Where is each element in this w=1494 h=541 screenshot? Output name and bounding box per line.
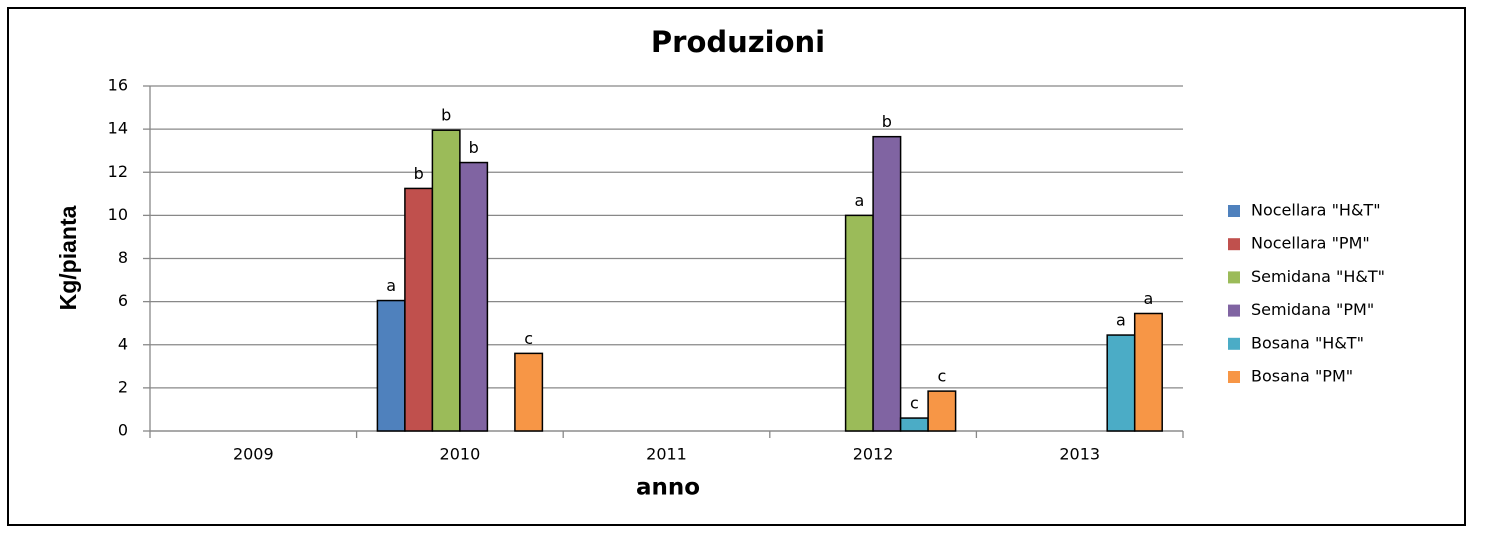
bar bbox=[844, 214, 874, 432]
x-tick-label: 2010 bbox=[440, 445, 481, 464]
bar bbox=[1106, 334, 1136, 432]
significance-letter: b bbox=[469, 138, 479, 157]
y-tick-label: 0 bbox=[118, 421, 128, 440]
chart-frame bbox=[7, 7, 1466, 526]
significance-letter: c bbox=[937, 367, 946, 386]
legend-label: Bosana "H&T" bbox=[1251, 333, 1364, 352]
chart-title: Produzioni bbox=[651, 25, 825, 59]
bar bbox=[459, 161, 489, 432]
legend-swatch bbox=[1228, 304, 1240, 317]
y-tick-label: 10 bbox=[108, 205, 128, 224]
y-tick-label: 2 bbox=[118, 377, 128, 396]
y-tick-label: 16 bbox=[108, 76, 128, 95]
y-axis-label: Kg/pianta bbox=[55, 205, 81, 310]
significance-letter: c bbox=[910, 394, 919, 413]
significance-letter: b bbox=[882, 112, 892, 131]
y-tick-label: 12 bbox=[108, 162, 128, 181]
significance-letter: c bbox=[524, 329, 533, 348]
x-tick-label: 2009 bbox=[233, 445, 274, 464]
bar bbox=[431, 129, 461, 432]
bar bbox=[927, 390, 957, 432]
legend-swatch bbox=[1228, 271, 1240, 284]
bar bbox=[1133, 312, 1163, 432]
significance-letter: a bbox=[1116, 311, 1126, 330]
legend-label: Nocellara "PM" bbox=[1251, 234, 1370, 253]
x-tick-label: 2013 bbox=[1059, 445, 1100, 464]
legend-label: Bosana "PM" bbox=[1251, 367, 1353, 386]
significance-letter: a bbox=[1144, 289, 1154, 308]
x-tick-label: 2011 bbox=[646, 445, 687, 464]
legend-swatch bbox=[1228, 371, 1240, 383]
legend-swatch bbox=[1228, 337, 1240, 350]
y-tick-label: 6 bbox=[118, 291, 128, 310]
y-tick-label: 14 bbox=[108, 119, 128, 138]
significance-letter: a bbox=[386, 276, 396, 295]
y-tick-label: 8 bbox=[118, 248, 128, 267]
legend-label: Semidana "H&T" bbox=[1251, 267, 1385, 286]
bar bbox=[404, 187, 434, 432]
x-axis-label: anno bbox=[636, 475, 700, 501]
legend-swatch bbox=[1228, 238, 1240, 251]
legend-swatch bbox=[1228, 205, 1240, 217]
bar bbox=[872, 135, 902, 432]
legend-label: Semidana "PM" bbox=[1251, 300, 1374, 319]
y-tick-label: 4 bbox=[118, 334, 128, 353]
legend-label: Nocellara "H&T" bbox=[1251, 201, 1381, 220]
significance-letter: b bbox=[441, 106, 451, 125]
bar bbox=[514, 352, 544, 432]
bar bbox=[899, 417, 929, 432]
x-tick-label: 2012 bbox=[853, 445, 894, 464]
significance-letter: b bbox=[414, 164, 424, 183]
bar bbox=[376, 299, 406, 432]
significance-letter: a bbox=[854, 191, 864, 210]
